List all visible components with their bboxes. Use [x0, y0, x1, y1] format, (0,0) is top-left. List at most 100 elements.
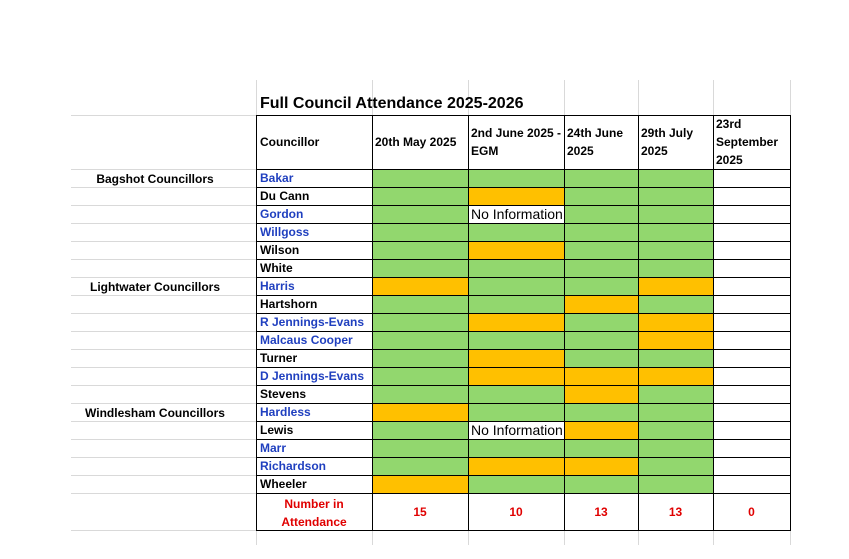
gridline-h	[71, 530, 256, 531]
attendance-cell	[564, 295, 638, 313]
table-border-v	[564, 115, 565, 531]
attendance-cell	[468, 169, 564, 187]
attendance-cell	[372, 403, 468, 421]
attendance-cell	[638, 241, 713, 259]
table-border-v	[790, 115, 791, 531]
attendance-cell	[564, 187, 638, 205]
councillor-name: Hardless	[260, 405, 311, 419]
attendance-cell	[638, 295, 713, 313]
attendance-cell	[372, 241, 468, 259]
attendance-cell	[638, 457, 713, 475]
attendance-cell	[713, 385, 790, 403]
table-border-v	[638, 115, 639, 531]
table-border-h	[256, 475, 791, 476]
attendance-cell	[713, 475, 790, 493]
attendance-cell	[638, 349, 713, 367]
gridline-h	[71, 277, 256, 278]
table-border-h	[256, 439, 791, 440]
attendance-cell	[372, 475, 468, 493]
attendance-cell	[468, 367, 564, 385]
attendance-cell	[564, 259, 638, 277]
attendance-cell	[638, 187, 713, 205]
no-information-label: No Information	[471, 422, 563, 438]
table-border-h	[256, 223, 791, 224]
attendance-cell	[638, 385, 713, 403]
councillor-name: Stevens	[260, 387, 307, 401]
attendance-cell	[468, 385, 564, 403]
gridline-h	[71, 403, 256, 404]
attendance-cell	[564, 439, 638, 457]
gridline-h	[71, 475, 256, 476]
attendance-cell	[713, 205, 790, 223]
gridline-h	[71, 187, 256, 188]
attendance-cell	[638, 205, 713, 223]
attendance-cell	[713, 439, 790, 457]
attendance-cell	[713, 367, 790, 385]
table-border-h	[256, 241, 791, 242]
group-label: Lightwater Councillors	[89, 280, 220, 294]
attendance-cell	[564, 169, 638, 187]
table-border-h	[256, 457, 791, 458]
table-border-h	[256, 115, 791, 116]
table-border-h	[256, 313, 791, 314]
gridline-h	[71, 457, 256, 458]
councillor-name: Bakar	[260, 171, 294, 185]
gridline-h	[71, 205, 256, 206]
attendance-total: 13	[668, 505, 683, 519]
attendance-cell	[372, 313, 468, 331]
councillor-name: Hartshorn	[260, 297, 318, 311]
table-border-v	[372, 115, 373, 531]
table-border-h	[256, 385, 791, 386]
attendance-cell	[564, 349, 638, 367]
attendance-cell	[713, 169, 790, 187]
attendance-cell	[468, 331, 564, 349]
attendance-cell	[372, 277, 468, 295]
attendance-total: 13	[594, 505, 608, 519]
gridline-h	[71, 115, 256, 116]
attendance-cell	[468, 457, 564, 475]
table-border-h	[256, 331, 791, 332]
attendance-cell	[638, 331, 713, 349]
gridline-h	[71, 169, 256, 170]
table-border-h	[256, 493, 791, 494]
attendance-cell	[564, 457, 638, 475]
header-meeting-date: 2025	[567, 144, 594, 158]
councillor-name: R Jennings-Evans	[260, 315, 365, 329]
header-meeting-date: 20th May 2025	[375, 135, 457, 149]
gridline-h	[71, 259, 256, 260]
gridline-h	[71, 331, 256, 332]
gridline-h	[71, 223, 256, 224]
attendance-cell	[468, 223, 564, 241]
attendance-cell	[713, 223, 790, 241]
attendance-cell	[468, 277, 564, 295]
councillor-name: Wheeler	[260, 477, 307, 491]
attendance-cell	[468, 349, 564, 367]
table-border-h	[256, 367, 791, 368]
attendance-cell	[372, 205, 468, 223]
attendance-cell	[713, 277, 790, 295]
gridline-v	[564, 80, 565, 115]
attendance-cell	[372, 295, 468, 313]
attendance-cell	[713, 457, 790, 475]
councillor-name: Turner	[260, 351, 298, 365]
attendance-cell	[564, 385, 638, 403]
table-border-h	[256, 403, 791, 404]
attendance-cell	[372, 259, 468, 277]
attendance-cell	[468, 241, 564, 259]
attendance-cell	[468, 295, 564, 313]
attendance-cell	[468, 205, 564, 223]
table-border-h	[256, 205, 791, 206]
attendance-cell	[372, 439, 468, 457]
table-border-v	[468, 115, 469, 531]
gridline-h	[71, 295, 256, 296]
attendance-cell	[372, 349, 468, 367]
attendance-cell	[713, 331, 790, 349]
councillor-name: Lewis	[260, 423, 294, 437]
attendance-cell	[564, 367, 638, 385]
attendance-total: 10	[509, 505, 523, 519]
totals-label: Attendance	[281, 515, 347, 529]
group-label: Windlesham Councillors	[85, 406, 225, 420]
attendance-cell	[564, 241, 638, 259]
attendance-cell	[638, 223, 713, 241]
gridline-h	[71, 421, 256, 422]
